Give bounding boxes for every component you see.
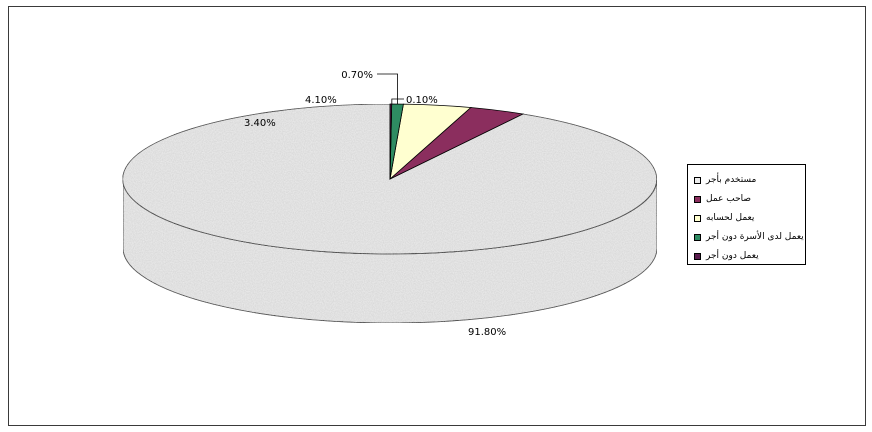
- chart-frame: 91.80% 3.40% 4.10% 0.70% 0.10% مستخدم بأجر ص…: [8, 6, 866, 426]
- data-label: 0.10%: [406, 95, 438, 106]
- legend-label: يعمل لحسابه: [706, 213, 755, 223]
- legend-swatch: [694, 195, 701, 203]
- leader-line: [377, 73, 398, 105]
- legend-swatch: [694, 176, 701, 184]
- leader-line: [391, 98, 404, 105]
- legend-swatch: [694, 252, 701, 260]
- legend-item: يعمل لحسابه: [694, 211, 754, 225]
- legend-swatch: [694, 214, 701, 222]
- data-label: 0.70%: [341, 70, 373, 81]
- legend-item: صاحب عمل: [694, 192, 751, 206]
- pie-chart: 91.80% 3.40% 4.10% 0.70% 0.10%: [122, 70, 658, 338]
- chart-legend: مستخدم بأجر صاحب عمل يعمل لحسابه يعمل لد…: [687, 164, 806, 265]
- legend-label: مستخدم بأجر: [706, 175, 757, 185]
- legend-item: يعمل لدى الأسرة دون أجر: [694, 230, 804, 244]
- data-label: 3.40%: [244, 118, 276, 129]
- legend-label: يعمل لدى الأسرة دون أجر: [706, 232, 804, 242]
- legend-label: يعمل دون أجر: [706, 251, 759, 261]
- data-label: 4.10%: [305, 95, 337, 106]
- legend-swatch: [694, 233, 701, 241]
- legend-label: صاحب عمل: [706, 194, 752, 204]
- legend-item: مستخدم بأجر: [694, 173, 756, 187]
- data-label: 91.80%: [468, 327, 506, 338]
- legend-item: يعمل دون أجر: [694, 249, 759, 263]
